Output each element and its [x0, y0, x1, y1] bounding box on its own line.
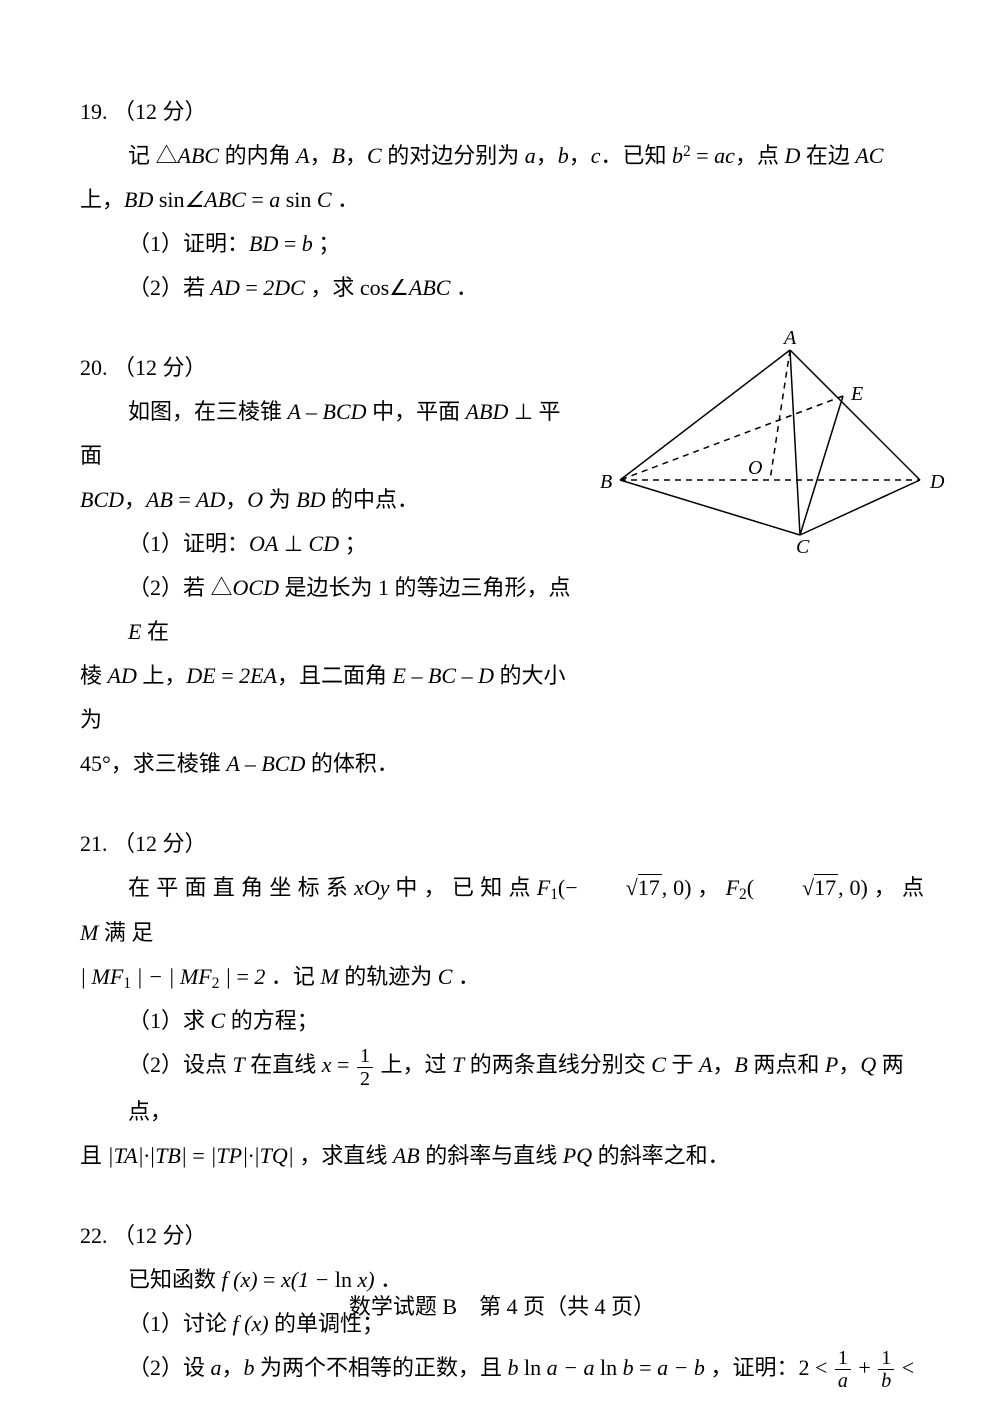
svg-text:D: D	[929, 471, 945, 493]
q22-num: 22.	[80, 1223, 108, 1248]
tetrahedron-figure: AEBDCO	[600, 340, 940, 540]
question-21: 21. （12 分） 在 平 面 直 角 坐 标 系 xOy 中 ， 已 知 点…	[80, 822, 924, 1178]
q22-header: 22. （12 分）	[80, 1214, 924, 1258]
q21-intro-a: 在 平 面 直 角 坐 标 系 xOy 中 ， 已 知 点 F1(−17, 0)…	[80, 866, 924, 955]
q20-body: 如图，在三棱锥 A – BCD 中，平面 ABD ⊥ 平面 BCD，AB = A…	[80, 390, 580, 786]
page: 19. （12 分） 记 △ABC 的内角 A，B，C 的对边分别为 a，b，c…	[0, 0, 1004, 1409]
svg-text:C: C	[796, 536, 810, 558]
q21-pts: （12 分）	[113, 831, 207, 856]
q20-intro2: BCD，AB = AD，O 为 BD 的中点．	[80, 478, 580, 522]
q21-part1: （1）求 C 的方程；	[128, 999, 924, 1043]
q22-pts: （12 分）	[113, 1223, 207, 1248]
page-footer: 数学试题 B 第 4 页（共 4 页）	[0, 1285, 1004, 1329]
q19-part1: （1）证明：BD = b ；	[128, 222, 924, 266]
q21-part2a: （2）设点 T 在直线 x = 12 上，过 T 的两条直线分别交 C 于 A，…	[128, 1043, 924, 1133]
q20-part2b: 棱 AD 上，DE = 2EA，且二面角 E – BC – D 的大小为	[80, 654, 580, 742]
question-19: 19. （12 分） 记 △ABC 的内角 A，B，C 的对边分别为 a，b，c…	[80, 90, 924, 310]
svg-text:B: B	[600, 471, 612, 493]
q21-num: 21.	[80, 831, 108, 856]
q19-num: 19.	[80, 99, 108, 124]
q20-num: 20.	[80, 355, 108, 380]
q19-part2: （2）若 AD = 2DC ，求 cos∠ABC ．	[128, 266, 924, 310]
q20-part2c: 45°，求三棱锥 A – BCD 的体积．	[80, 742, 580, 786]
q20-part1: （1）证明：OA ⊥ CD ；	[128, 522, 580, 566]
svg-text:E: E	[850, 383, 863, 405]
svg-text:O: O	[748, 457, 762, 479]
q19-intro-b: 上，BD sin∠ABC = a sin C ．	[80, 178, 924, 222]
question-20: 20. （12 分） 如图，在三棱锥 A – BCD 中，平面 ABD ⊥ 平面…	[80, 346, 924, 786]
q20-part2a: （2）若 △OCD 是边长为 1 的等边三角形，点 E 在	[128, 566, 580, 654]
svg-text:A: A	[782, 327, 797, 349]
q21-header: 21. （12 分）	[80, 822, 924, 866]
tetrahedron-svg: AEBDCO	[600, 340, 940, 550]
q21-intro-b: | MF1 | − | MF2 | = 2 ．记 M 的轨迹为 C ．	[80, 955, 924, 1000]
q21-part2b: 且 |TA|·|TB| = |TP|·|TQ| ，求直线 AB 的斜率与直线 P…	[80, 1134, 924, 1178]
q19-pts: （12 分）	[113, 99, 207, 124]
q19-header: 19. （12 分）	[80, 90, 924, 134]
q20-intro1: 如图，在三棱锥 A – BCD 中，平面 ABD ⊥ 平面	[80, 390, 580, 478]
q22-part2: （2）设 a，b 为两个不相等的正数，且 b ln a − a ln b = a…	[128, 1346, 924, 1409]
q20-pts: （12 分）	[113, 355, 207, 380]
q19-intro-a: 记 △ABC 的内角 A，B，C 的对边分别为 a，b，c．已知 b2 = ac…	[80, 134, 924, 178]
